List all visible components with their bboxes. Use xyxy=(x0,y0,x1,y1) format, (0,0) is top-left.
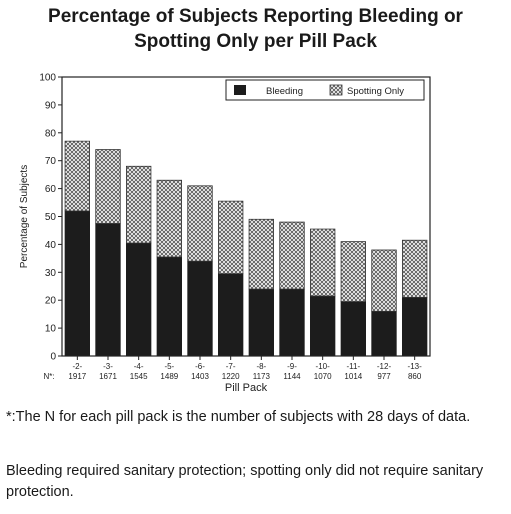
bar-spotting-12 xyxy=(371,249,397,312)
bar-spotting-4 xyxy=(126,165,152,244)
bar-spotting-10 xyxy=(309,228,336,297)
y-tick-label: 60 xyxy=(45,184,57,195)
footnote-bleeding-definition: Bleeding required sanitary protection; s… xyxy=(6,463,484,500)
bar-bleeding-10 xyxy=(309,295,336,357)
n-value-label: 1671 xyxy=(99,372,117,381)
bar-spotting-11 xyxy=(340,241,367,302)
bar-bleeding-12 xyxy=(371,310,397,357)
n-value-label: 1220 xyxy=(222,372,240,381)
chart-title-line-1: Percentage of Subjects Reporting Bleedin… xyxy=(48,6,463,27)
n-row-label: N*: xyxy=(43,372,54,381)
bar-bleeding-11 xyxy=(340,301,367,357)
bar-spotting-8 xyxy=(248,218,274,290)
chart-title-line-2: Spotting Only per Pill Pack xyxy=(134,31,377,52)
legend-swatch-bleeding xyxy=(234,85,246,95)
y-tick-label: 70 xyxy=(45,156,57,167)
n-value-label: 1173 xyxy=(253,372,271,381)
y-tick-label: 80 xyxy=(45,128,57,139)
n-value-label: 860 xyxy=(408,372,422,381)
bar-bleeding-2 xyxy=(64,210,90,357)
legend-label-spotting: Spotting Only xyxy=(347,86,404,97)
bars-group xyxy=(64,140,428,357)
y-tick-label: 10 xyxy=(45,324,57,335)
n-value-label: 1917 xyxy=(68,372,86,381)
x-tick-label: -9- xyxy=(287,362,297,371)
bar-spotting-2 xyxy=(64,140,90,212)
x-axis: -2-1917 -3-1671 -4-1545 -5-1489 -6-1403 -7-12… xyxy=(43,356,422,394)
y-tick-label: 20 xyxy=(45,296,57,307)
bar-bleeding-8 xyxy=(248,288,274,357)
x-axis-label: Pill Pack xyxy=(225,382,268,394)
x-tick-label: -8- xyxy=(256,362,266,371)
y-tick-label: 30 xyxy=(45,268,57,279)
bar-spotting-7 xyxy=(217,200,244,275)
n-value-label: 1070 xyxy=(314,372,332,381)
footnote-n-definition: *:The N for each pill pack is the number… xyxy=(6,409,471,425)
chart-title: Percentage of Subjects Reporting Bleedin… xyxy=(0,4,511,54)
n-value-label: 1489 xyxy=(160,372,178,381)
bar-bleeding-3 xyxy=(95,223,121,357)
y-tick-label: 40 xyxy=(45,240,57,251)
y-axis: 0 10 20 30 40 50 60 70 80 90 100 Percentage of Subj… xyxy=(19,73,431,363)
legend-label-bleeding: Bleeding xyxy=(266,86,303,97)
x-tick-label: -5- xyxy=(164,362,174,371)
bar-spotting-13 xyxy=(401,239,428,298)
y-tick-label: 100 xyxy=(39,73,56,84)
bar-bleeding-7 xyxy=(217,273,244,357)
y-tick-label: 0 xyxy=(50,352,56,363)
bar-bleeding-9 xyxy=(279,288,305,357)
bar-bleeding-6 xyxy=(187,260,213,357)
legend: Bleeding Spotting Only xyxy=(225,79,425,101)
n-value-label: 1545 xyxy=(130,372,148,381)
x-tick-label: -7- xyxy=(226,362,236,371)
y-tick-label: 90 xyxy=(45,100,57,111)
x-tick-label: -11- xyxy=(347,362,361,371)
n-value-label: 1014 xyxy=(344,372,362,381)
bar-spotting-3 xyxy=(95,149,121,224)
legend-swatch-spotting xyxy=(329,84,343,96)
bar-bleeding-13 xyxy=(401,297,428,357)
x-tick-label: -3- xyxy=(103,362,113,371)
x-tick-label: -10- xyxy=(316,362,331,371)
x-tick-label: -13- xyxy=(408,362,423,371)
x-tick-label: -4- xyxy=(134,362,144,371)
y-tick-label: 50 xyxy=(45,212,57,223)
bar-spotting-5 xyxy=(156,179,182,258)
bar-bleeding-5 xyxy=(156,256,182,357)
x-tick-label: -12- xyxy=(377,362,392,371)
legend-box xyxy=(225,79,425,101)
n-value-label: 1403 xyxy=(191,372,209,381)
x-tick-label: -2- xyxy=(72,362,82,371)
n-value-label: 1144 xyxy=(283,372,301,381)
n-value-label: 977 xyxy=(377,372,391,381)
bar-spotting-6 xyxy=(187,185,213,262)
bar-bleeding-4 xyxy=(126,242,152,357)
stacked-bar-chart: 0 10 20 30 40 50 60 70 80 90 100 Percentage of Subj… xyxy=(19,73,431,394)
bar-spotting-9 xyxy=(279,221,305,290)
y-axis-label: Percentage of Subjects xyxy=(19,165,30,268)
x-tick-label: -6- xyxy=(195,362,205,371)
